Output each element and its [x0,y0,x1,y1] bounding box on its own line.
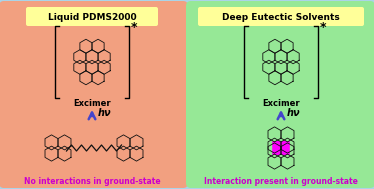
Text: *: * [131,22,138,35]
FancyBboxPatch shape [0,1,188,188]
FancyBboxPatch shape [272,141,290,155]
Text: Liquid PDMS2000: Liquid PDMS2000 [48,13,136,22]
Text: hν: hν [98,108,111,118]
FancyBboxPatch shape [186,1,374,188]
FancyBboxPatch shape [26,7,158,26]
Text: Excimer: Excimer [262,99,300,108]
Text: No interactions in ground-state: No interactions in ground-state [24,177,160,185]
Text: hν: hν [287,108,301,118]
Text: Deep Eutectic Solvents: Deep Eutectic Solvents [222,13,340,22]
Text: Excimer: Excimer [73,99,111,108]
FancyBboxPatch shape [198,7,364,26]
Text: Interaction present in ground-state: Interaction present in ground-state [204,177,358,185]
Text: *: * [320,22,327,35]
